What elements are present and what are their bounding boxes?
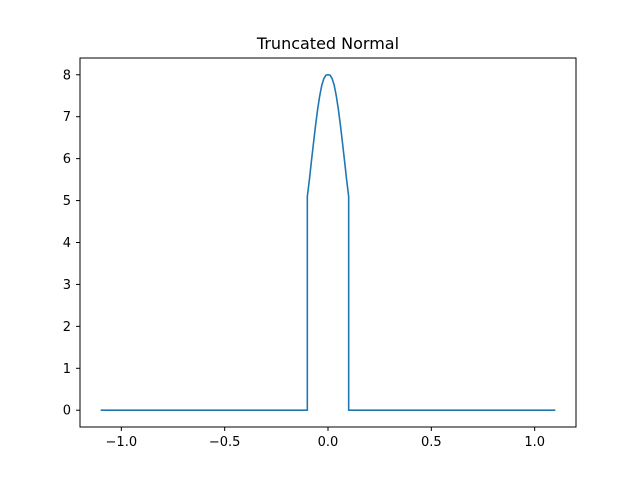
- x-tick-label: 0.5: [421, 435, 442, 450]
- y-tick-label: 5: [63, 194, 71, 209]
- x-tick-label: 1.0: [524, 435, 545, 450]
- y-axis: 0 1 2 3 4 5 6 7 8: [63, 68, 80, 419]
- x-tick-label: −0.5: [209, 435, 241, 450]
- chart-title: Truncated Normal: [256, 34, 399, 53]
- y-tick-label: 7: [63, 110, 71, 125]
- x-tick-label: 0.0: [318, 435, 339, 450]
- x-tick-label: −1.0: [106, 435, 138, 450]
- y-tick-label: 2: [63, 320, 71, 335]
- y-tick-label: 1: [63, 362, 71, 377]
- y-tick-label: 6: [63, 152, 71, 167]
- series-layer: [100, 73, 556, 412]
- y-tick-label: 0: [63, 404, 71, 419]
- y-tick-label: 4: [63, 236, 71, 251]
- plot-area-frame: [79, 57, 577, 428]
- y-tick-label: 3: [63, 278, 71, 293]
- y-tick-label: 8: [63, 68, 71, 83]
- series-line-0: [100, 73, 556, 412]
- x-axis: −1.0 −0.5 0.0 0.5 1.0: [106, 427, 545, 450]
